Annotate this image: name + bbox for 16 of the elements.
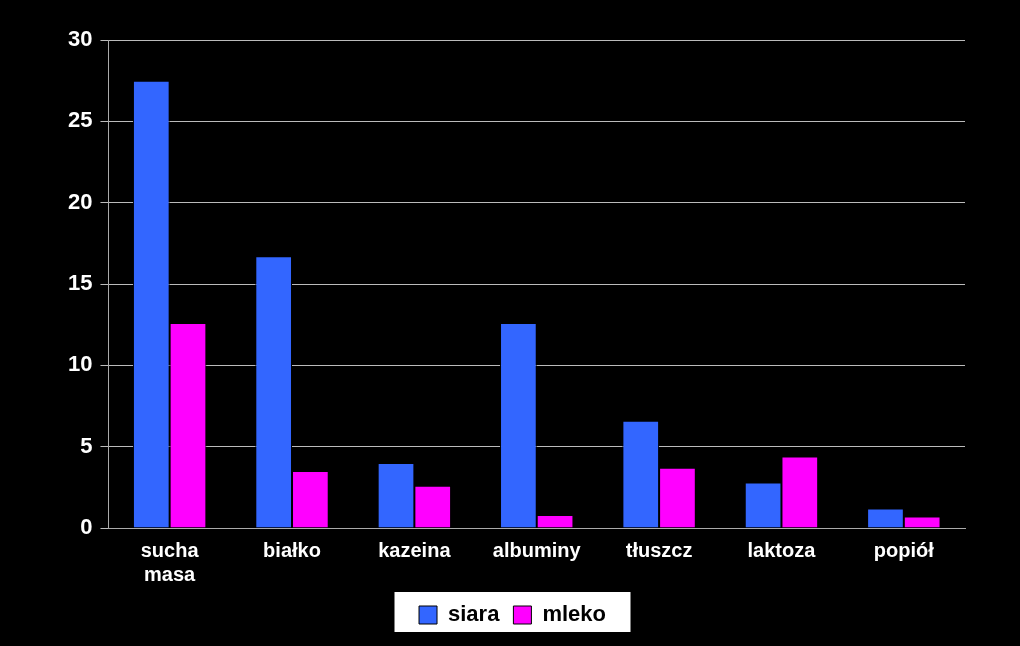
y-tick-label: 5: [80, 432, 93, 458]
x-tick-label: białko: [263, 538, 321, 561]
y-tick-label: 30: [67, 26, 93, 52]
legend-label: siara: [448, 601, 501, 627]
y-tick-label: 20: [67, 188, 93, 214]
x-tick-label: popiół: [873, 538, 935, 561]
x-tick-label: tłuszcz: [625, 538, 693, 561]
y-tick-label: 10: [67, 351, 93, 377]
x-tick-label: sucha masa: [140, 538, 200, 585]
legend-label: mleko: [542, 601, 606, 627]
x-tick-label: kazeina: [378, 538, 452, 561]
y-tick-label: 15: [67, 270, 93, 296]
x-tick-label: albuminy: [492, 538, 582, 561]
y-tick-label: 0: [80, 514, 93, 540]
y-tick-label: 25: [67, 107, 93, 133]
x-tick-label: laktoza: [747, 538, 817, 561]
